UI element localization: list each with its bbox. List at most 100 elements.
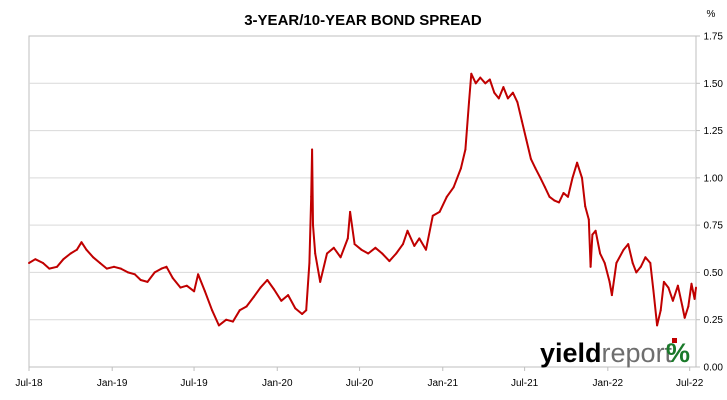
data-point [185,284,188,287]
data-point [459,167,462,170]
data-point [280,299,283,302]
data-point [603,262,606,264]
data-point [627,243,630,246]
data-point [562,192,565,194]
data-point [179,286,182,289]
logo-accent-mark [672,338,677,343]
data-point [287,294,290,297]
data-point [676,284,679,287]
data-point [301,313,304,315]
x-tick-label: Jul-18 [15,378,43,389]
plot-area [28,35,697,368]
data-point [48,267,51,270]
data-point [553,199,556,202]
data-point [395,252,398,255]
data-point [652,290,655,293]
data-point [659,309,662,312]
data-point [197,273,200,276]
data-point [690,282,693,285]
x-tick-label: Jan-20 [262,378,293,389]
data-point [153,271,156,274]
data-point [516,101,519,104]
data-point [576,161,579,164]
data-point [608,280,611,283]
data-point [615,262,618,264]
gridlines [29,82,696,321]
data-point [520,120,523,123]
data-point [360,248,363,251]
data-point [80,241,83,244]
data-point [42,262,44,264]
x-tick-label: Jul-21 [511,378,539,389]
data-point [311,148,314,151]
data-point [681,305,684,308]
data-point [425,248,427,251]
data-point [332,246,335,249]
data-point [479,76,482,79]
data-point [649,262,652,264]
data-point [238,309,241,312]
data-point [671,299,674,302]
y-tick-label: 1.25 [704,126,724,137]
y-tick-label: 1.75 [704,32,724,43]
data-point [319,280,322,283]
data-point [266,279,269,281]
data-point [656,324,659,327]
data-point [418,237,421,240]
x-tick-label: Jan-21 [427,378,458,389]
data-point [374,246,377,249]
data-point [594,229,597,232]
data-point [28,262,30,264]
data-point [259,286,262,289]
data-point [273,288,276,291]
data-point [231,320,234,323]
data-point [431,214,434,217]
data-point [160,267,163,270]
data-point [497,97,500,100]
data-point [225,318,228,321]
y-axis-ticks: 0.00 0.25 0.50 0.75 1.00 1.25 1.50 1.75 [696,32,723,374]
data-point [571,176,574,179]
data-point [548,195,551,198]
data-point [34,258,37,261]
data-point [631,262,634,264]
data-point [314,252,317,255]
data-point [591,233,594,236]
data-point [667,286,670,289]
data-point [695,286,697,289]
y-tick-label: 0.50 [704,268,724,279]
x-tick-label: Jan-22 [593,378,624,389]
data-point [305,309,308,312]
data-point [599,252,602,255]
y-tick-label: 1.00 [704,173,724,184]
x-tick-label: Jul-22 [676,378,704,389]
x-tick-label: Jul-20 [346,378,374,389]
data-point [493,91,496,94]
data-point [171,277,174,280]
data-point [294,307,297,310]
data-point [339,256,342,259]
data-point [245,305,248,308]
svg-text:yieldreport: yieldreport [540,338,673,368]
data-point [544,186,546,189]
data-point [639,265,642,268]
data-point [353,243,356,246]
data-point [581,176,583,179]
data-point [139,279,142,281]
data-point [146,280,149,283]
data-point [644,256,647,259]
data-point [346,237,349,240]
data-point [92,256,95,259]
data-point [539,176,542,179]
data-point [252,296,255,298]
data-point [587,218,590,221]
data-point [388,260,391,263]
data-point [310,195,313,198]
x-axis-ticks: Jul-18 Jan-19 Jul-19 Jan-20 Jul-20 Jan-21 Jul-… [15,367,704,389]
data-point [203,290,206,293]
logo-text-report: report [602,338,673,368]
data-point [402,243,404,246]
data-point [525,139,528,141]
yieldreport-logo: yieldreport % [540,338,690,368]
